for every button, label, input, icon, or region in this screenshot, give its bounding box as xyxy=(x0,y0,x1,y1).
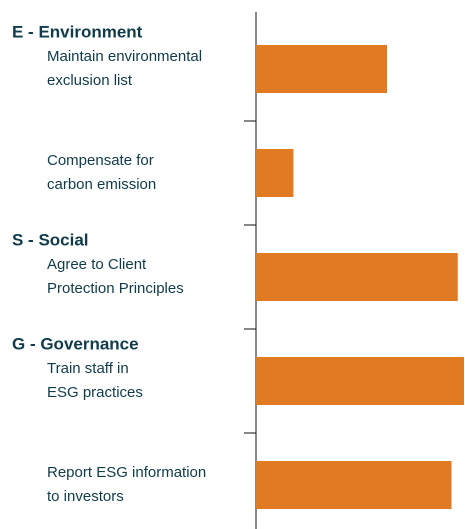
group-label: G - Governance xyxy=(12,334,139,353)
group-label: S - Social xyxy=(12,230,89,249)
bar xyxy=(256,45,388,93)
category-label: Protection Principles xyxy=(47,280,184,297)
bar xyxy=(256,149,294,197)
bar xyxy=(256,253,458,301)
category-label: Maintain environmental xyxy=(47,48,202,65)
bar xyxy=(256,461,452,509)
category-label: Train staff in xyxy=(47,360,129,377)
category-label: Report ESG information xyxy=(47,464,206,481)
category-label: ESG practices xyxy=(47,384,143,401)
bar xyxy=(256,357,464,405)
category-label: exclusion list xyxy=(47,72,133,89)
group-label: E - Environment xyxy=(12,22,143,41)
category-label: to investors xyxy=(47,488,124,505)
category-label: carbon emission xyxy=(47,176,156,193)
category-label: Compensate for xyxy=(47,152,154,169)
category-label: Agree to Client xyxy=(47,256,147,273)
